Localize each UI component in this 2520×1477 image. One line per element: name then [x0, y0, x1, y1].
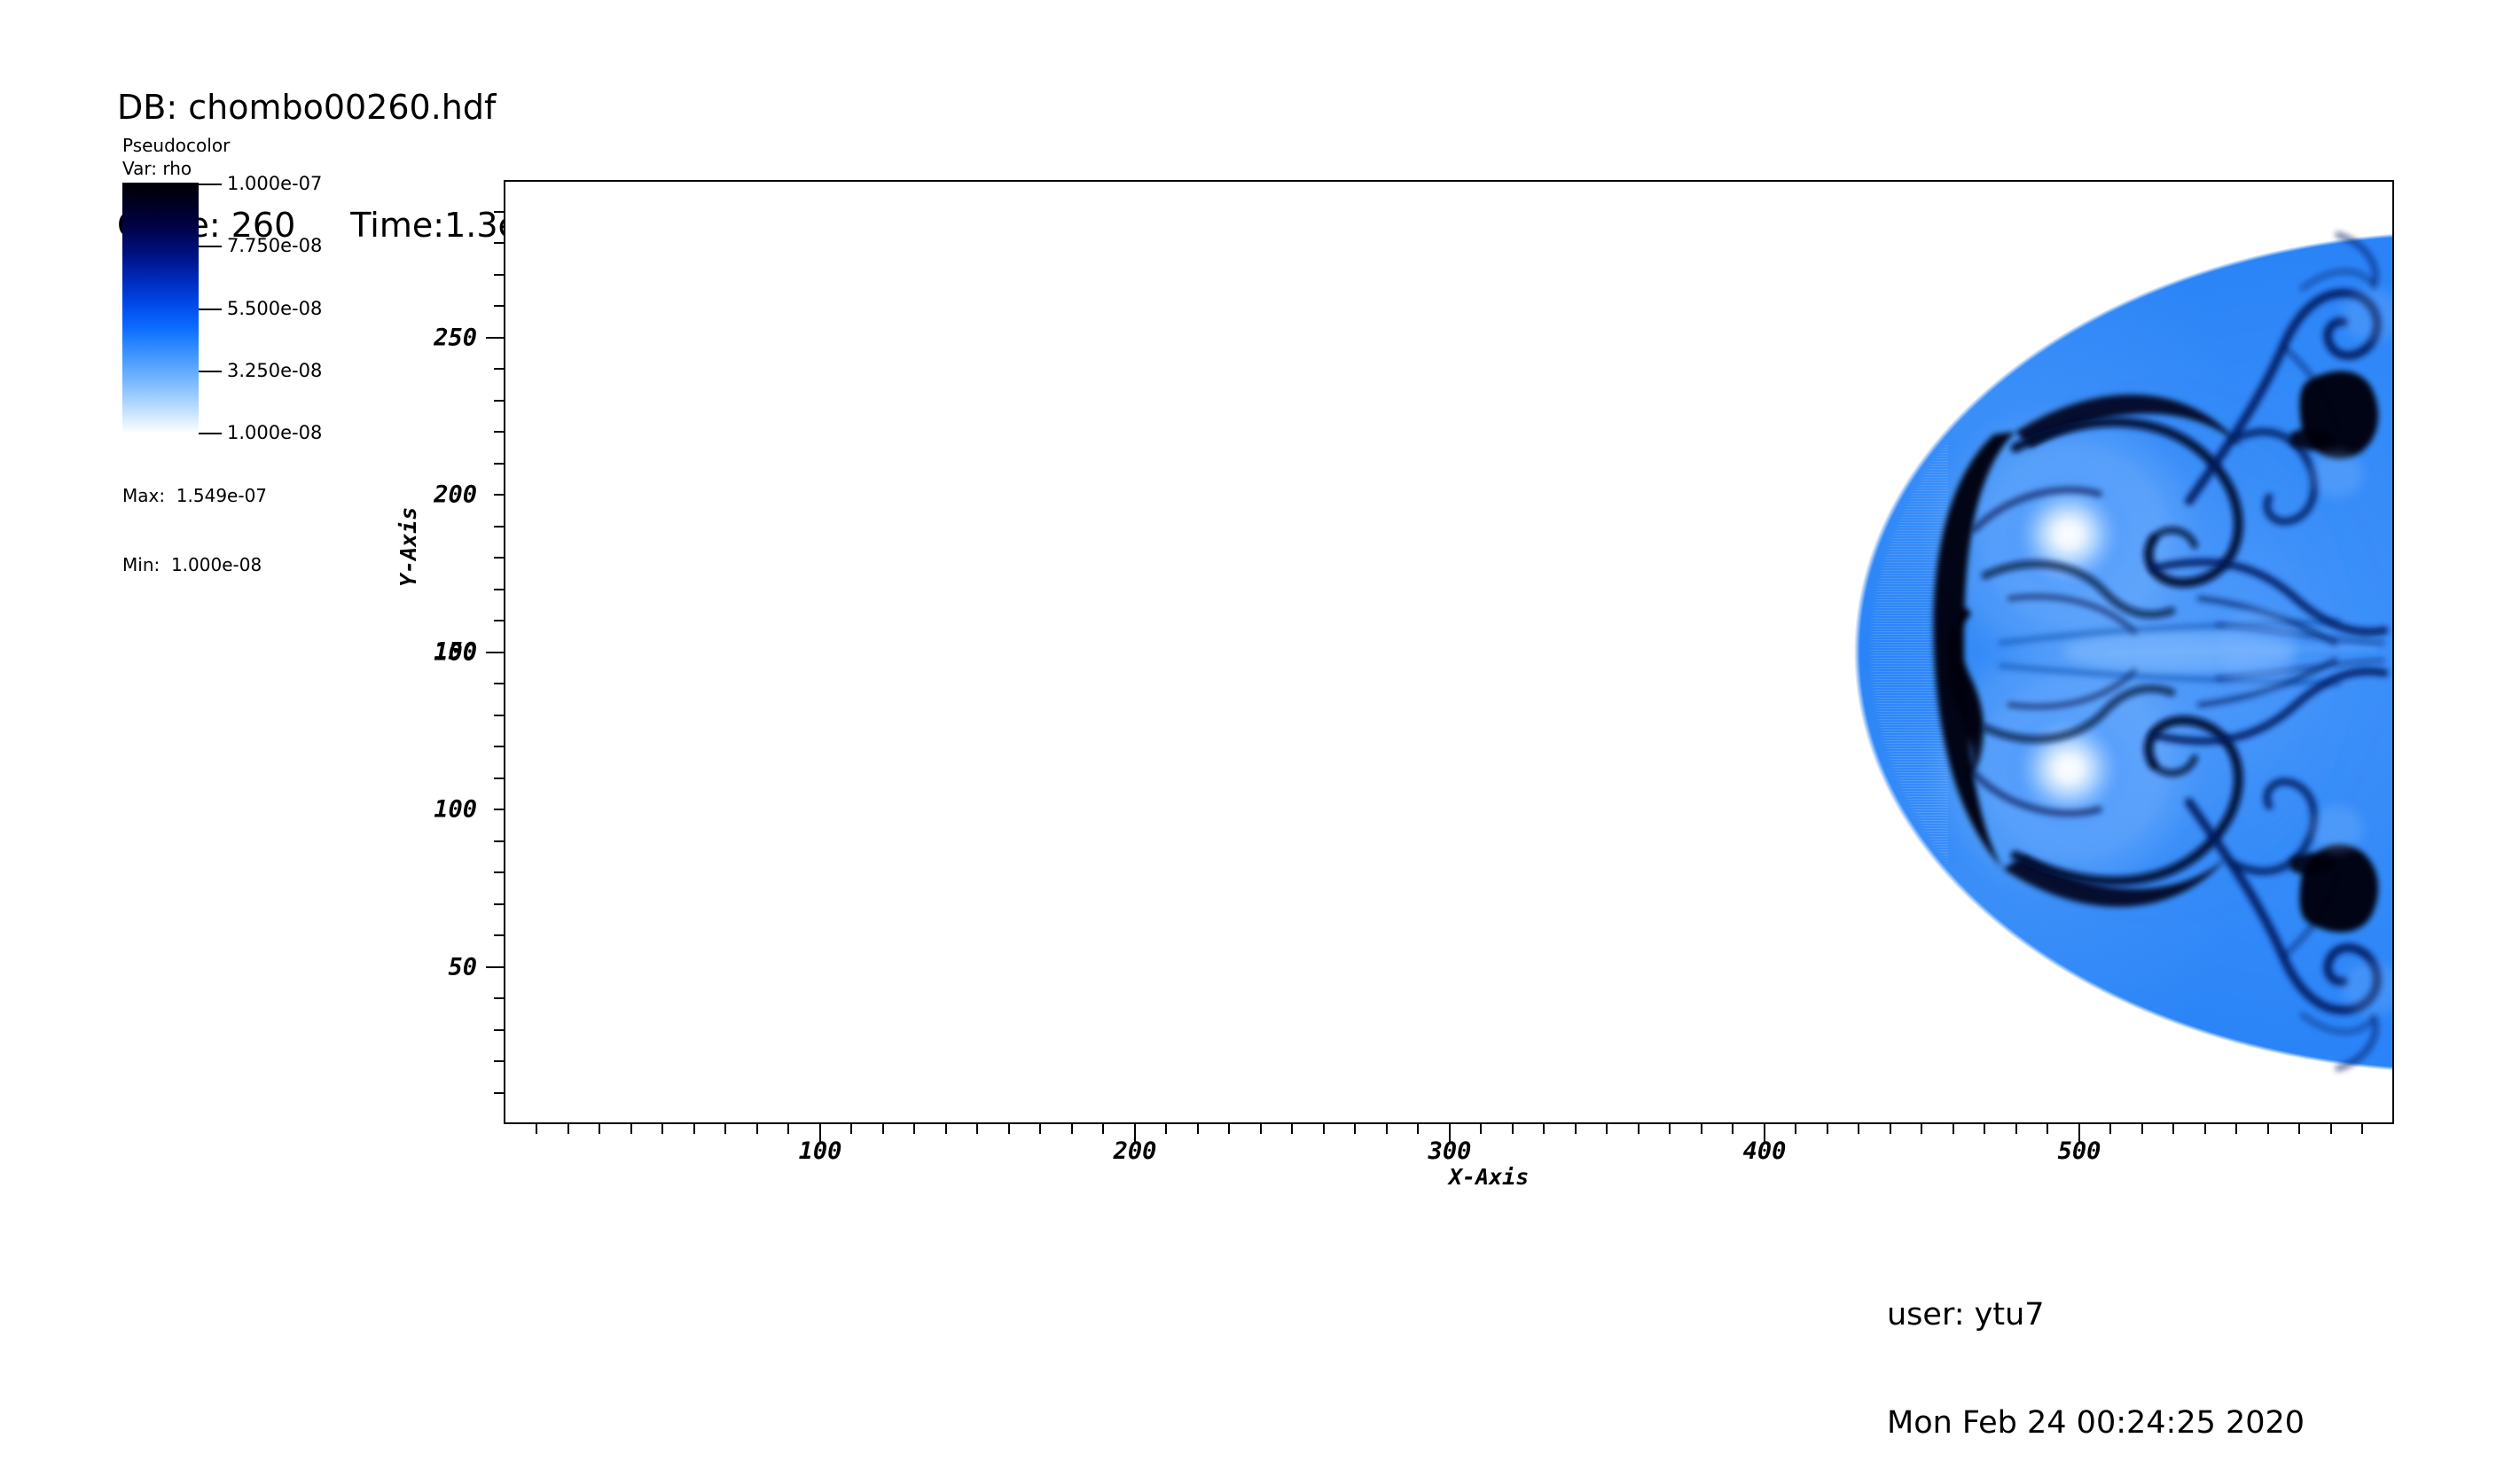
colorbar-tick-mark [199, 371, 222, 373]
footer-block: user: ytu7 Mon Feb 24 00:24:25 2020 [1887, 1225, 2305, 1477]
y-tick-label: 250 [434, 324, 477, 352]
legend-plot-type: Pseudocolor [122, 135, 231, 156]
x-tick-label: 200 [1113, 1137, 1157, 1165]
colorbar-tick-label: 5.500e-08 [227, 298, 323, 320]
x-tick-label: 400 [1742, 1137, 1787, 1165]
pseudocolor-legend[interactable]: Pseudocolor Var: rho 1.000e-07 7.750e-08… [122, 135, 322, 622]
x-tick-label: 300 [1428, 1137, 1472, 1165]
pseudocolor-data-image [1842, 182, 2392, 1122]
colorbar-gradient[interactable] [122, 183, 199, 434]
vortex-ring-lower [1971, 668, 2243, 887]
shock-front-grid-striping [1842, 182, 1948, 1122]
x-tick-label: 100 [798, 1137, 842, 1165]
visit-visualization-window: { "header": { "db_line": "DB: chombo0026… [117, 9, 2394, 1441]
plot-viewport[interactable] [504, 180, 2394, 1124]
colorbar-tick-label: 3.250e-08 [227, 360, 323, 382]
x-tick-label: 500 [2057, 1137, 2101, 1165]
colorbar-tick-mark [199, 309, 222, 311]
timestamp-label: Mon Feb 24 00:24:25 2020 [1887, 1404, 2305, 1441]
database-info-block: DB: chombo00260.hdf Cycle: 260 Time:1.3e-… [117, 9, 574, 285]
colorbar-tick-label: 7.750e-08 [227, 235, 323, 257]
legend-min-value: Min: 1.000e-08 [122, 554, 262, 576]
legend-variable: Var: rho [122, 157, 192, 179]
vortex-ring-upper [1971, 417, 2243, 636]
dense-downstream-blobs [2290, 371, 2379, 933]
legend-max-value: Max: 1.549e-07 [122, 485, 268, 507]
colorbar-tick-label: 1.000e-08 [227, 422, 323, 444]
scattered-eddies [2219, 288, 2392, 1015]
y-tick-label: 100 [434, 638, 477, 667]
leading-dense-filament [1933, 394, 2242, 907]
colorbar-tick-label: 1.000e-07 [227, 173, 323, 195]
y-tick-label: 200 [434, 481, 477, 509]
y-tick-label: 50 [448, 953, 477, 981]
colorbar-tick-mark [199, 433, 222, 435]
db-name-line: DB: chombo00260.hdf [117, 87, 497, 127]
turbulent-structure-overlay [1842, 182, 2392, 1122]
x-axis-title: X-Axis [1449, 1164, 1530, 1190]
user-label: user: ytu7 [1887, 1297, 2045, 1333]
colorbar-tick-mark [199, 184, 222, 186]
y-tick-label: 150 [434, 637, 477, 666]
colorbar-tick-mark [199, 246, 222, 248]
y-tick-label: 100 [434, 795, 477, 824]
colorbar-wrap[interactable]: 1.000e-07 7.750e-08 5.500e-08 3.250e-08 … [122, 173, 322, 443]
y-axis-title: Y-Axis [395, 506, 421, 587]
legend-minmax-block: Max: 1.549e-07 Min: 1.000e-08 [122, 438, 267, 622]
